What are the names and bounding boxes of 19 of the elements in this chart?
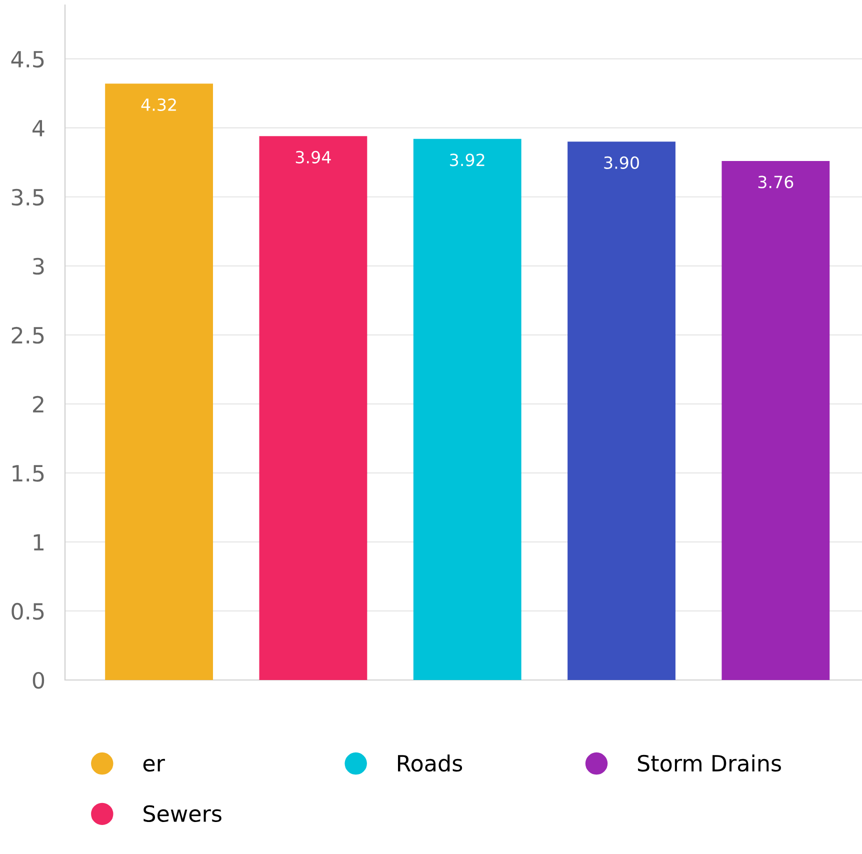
y-tick-label: 1 [34,534,44,550]
legend-label: Storm Drains [638,754,781,772]
text: 3.92 [450,154,484,166]
y-tick-label: 4.5 [11,51,44,68]
text: 4.32 [141,98,176,112]
y-tick-label: 4 [32,120,44,136]
y-tick-label: 0 [32,672,44,689]
y-tick-label: 3.5 [12,188,44,206]
legend-label: Sewers [144,805,222,822]
y-tick-label: 2.5 [12,326,44,344]
legend-label: er [143,758,165,772]
text: 3.94 [296,150,331,164]
legend-label: Roads [398,754,462,772]
text: 3.90 [604,156,639,169]
y-tick-label: 3 [33,258,44,275]
y-tick-label: 1.5 [12,465,44,482]
y-tick-label: 2 [33,396,44,412]
text: 3.76 [758,176,794,188]
y-tick-label: 0.5 [12,602,44,620]
